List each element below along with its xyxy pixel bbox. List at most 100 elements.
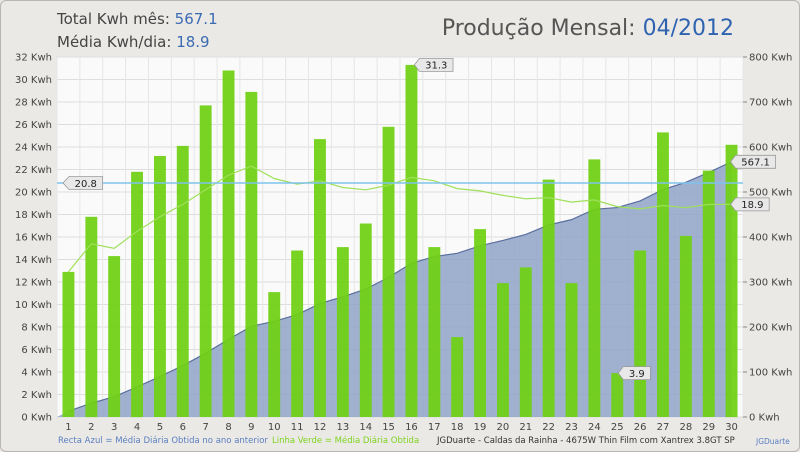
- left-axis-tick-label: 4 Kwh: [21, 368, 52, 379]
- daily-bar: [199, 105, 212, 418]
- x-axis-tick-label: 4: [134, 422, 140, 433]
- daily-bar: [405, 64, 418, 418]
- daily-bar: [336, 247, 349, 417]
- right-axis-tick-label: 600 Kwh: [749, 143, 792, 154]
- x-axis-tick-label: 29: [702, 422, 715, 433]
- value-callout-box: [730, 154, 776, 169]
- installation-info: JGDuarte - Caldas da Rainha - 4675W Thin…: [437, 436, 735, 446]
- value-callout-label: 567.1: [741, 158, 770, 169]
- total-kwh-value: 567.1: [174, 10, 218, 28]
- green-line-legend: Linha Verde = Média Diária Obtida: [272, 436, 420, 446]
- x-axis-tick-label: 9: [248, 422, 254, 433]
- daily-bar: [497, 283, 509, 417]
- media-kwh-label: Média Kwh/dia:: [57, 33, 172, 51]
- x-axis-tick-label: 15: [382, 422, 395, 433]
- x-axis-tick-label: 7: [202, 422, 208, 433]
- media-kwh-summary: Média Kwh/dia: 18.9: [57, 33, 210, 51]
- x-axis-tick-label: 24: [588, 422, 601, 433]
- daily-bar: [85, 216, 98, 418]
- left-axis-tick-label: 12 Kwh: [15, 278, 52, 289]
- x-axis-tick-label: 13: [336, 422, 349, 433]
- x-axis-tick-label: 17: [428, 422, 441, 433]
- x-axis-tick-label: 19: [474, 422, 487, 433]
- chart-title: Produção Mensal: 04/2012: [442, 16, 734, 41]
- x-axis-tick-label: 6: [180, 422, 186, 433]
- daily-bar: [702, 170, 715, 417]
- right-axis-tick-label: 800 Kwh: [749, 53, 792, 64]
- daily-bar: [359, 223, 372, 417]
- daily-bar: [314, 139, 326, 417]
- daily-bar: [565, 283, 578, 417]
- daily-bar: [222, 70, 235, 417]
- x-axis-tick-label: 16: [405, 422, 418, 433]
- x-axis-tick-label: 18: [451, 422, 464, 433]
- left-axis-tick-label: 8 Kwh: [21, 323, 52, 334]
- daily-bar: [382, 126, 395, 418]
- chart-title-label: Produção Mensal:: [441, 16, 636, 41]
- right-axis-tick-label: 700 Kwh: [749, 98, 792, 109]
- value-callout-label: 18.9: [741, 200, 763, 211]
- x-axis-tick-label: 8: [225, 422, 231, 433]
- left-axis-tick-label: 16 Kwh: [15, 233, 52, 244]
- left-axis-tick-label: 6 Kwh: [21, 345, 52, 356]
- x-axis-tick-label: 1: [65, 422, 71, 433]
- daily-bar: [245, 91, 258, 418]
- x-axis-tick-label: 26: [634, 422, 647, 433]
- left-axis-tick-label: 18 Kwh: [15, 210, 52, 221]
- daily-bar: [725, 144, 738, 418]
- x-axis-tick-label: 25: [611, 422, 624, 433]
- value-callout-box: [62, 176, 103, 190]
- right-axis-tick-label: 100 Kwh: [749, 368, 792, 379]
- x-axis-tick-label: 12: [314, 422, 327, 433]
- x-axis-tick-label: 10: [268, 422, 281, 433]
- left-axis-tick-label: 0 Kwh: [21, 413, 52, 424]
- x-axis-tick-label: 28: [679, 422, 692, 433]
- daily-bar: [611, 373, 624, 417]
- media-kwh-value: 18.9: [176, 33, 210, 51]
- right-axis-tick-label: 300 Kwh: [749, 278, 792, 289]
- x-axis-tick-label: 2: [88, 422, 94, 433]
- x-axis-tick-label: 11: [291, 422, 304, 433]
- left-axis-tick-label: 32 Kwh: [15, 53, 52, 64]
- average-daily-line: [67, 165, 732, 273]
- left-axis-tick-label: 20 Kwh: [15, 188, 52, 199]
- value-callout-label: 31.3: [425, 61, 447, 72]
- daily-bar: [519, 267, 532, 417]
- daily-bar: [474, 229, 486, 417]
- chart-footer: Recta Azul = Média Diária Obtida no ano …: [0, 436, 800, 450]
- daily-bar: [451, 337, 464, 417]
- value-callout-label: 3.9: [629, 369, 645, 380]
- total-kwh-summary: Total Kwh mês: 567.1: [57, 10, 218, 28]
- left-axis-tick-label: 14 Kwh: [15, 255, 52, 266]
- right-axis-tick-label: 400 Kwh: [749, 233, 792, 244]
- x-axis-tick-label: 30: [725, 422, 738, 433]
- daily-bar: [291, 250, 304, 417]
- left-axis-tick-label: 30 Kwh: [15, 75, 52, 86]
- right-axis-tick-label: 200 Kwh: [749, 323, 792, 334]
- left-axis-tick-label: 26 Kwh: [15, 120, 52, 131]
- daily-bar: [657, 132, 669, 417]
- daily-bar: [62, 271, 75, 417]
- left-axis-tick-label: 24 Kwh: [15, 143, 52, 154]
- x-axis-tick-label: 3: [111, 422, 117, 433]
- daily-bar: [154, 156, 166, 417]
- blue-line-legend: Recta Azul = Média Diária Obtida no ano …: [58, 436, 268, 446]
- x-axis-tick-label: 5: [157, 422, 163, 433]
- right-axis-tick-label: 0 Kwh: [749, 413, 780, 424]
- value-callout-label: 20.8: [75, 179, 97, 190]
- brand-label: JGDuarte: [756, 437, 790, 446]
- x-axis-tick-label: 21: [519, 422, 532, 433]
- daily-bar: [542, 179, 555, 417]
- right-axis-tick-label: 500 Kwh: [749, 188, 792, 199]
- value-callout-box: [413, 57, 454, 72]
- chart-title-period: 04/2012: [642, 16, 734, 41]
- total-kwh-label: Total Kwh mês:: [57, 10, 170, 28]
- left-axis-tick-label: 22 Kwh: [15, 165, 52, 176]
- x-axis-tick-label: 14: [359, 422, 372, 433]
- left-axis-tick-label: 28 Kwh: [15, 98, 52, 109]
- value-callout-box: [730, 197, 770, 212]
- x-axis-tick-label: 22: [542, 422, 555, 433]
- daily-bar: [428, 247, 441, 417]
- daily-bar: [131, 171, 143, 418]
